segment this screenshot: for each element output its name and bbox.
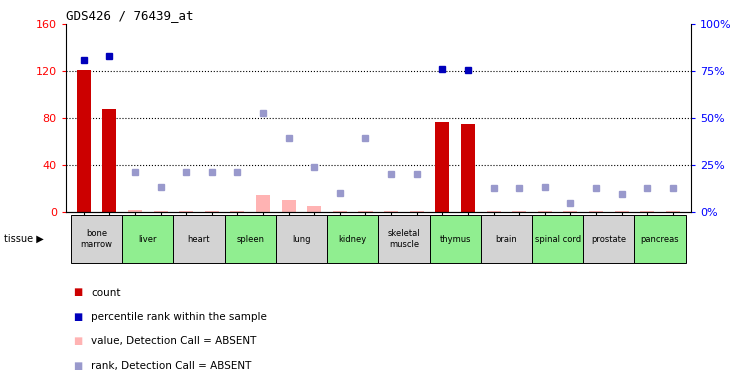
Bar — [461, 124, 475, 212]
Bar — [77, 70, 91, 212]
Bar — [666, 211, 680, 212]
Text: skeletal
muscle: skeletal muscle — [387, 230, 420, 249]
Bar — [173, 215, 224, 263]
Text: spleen: spleen — [236, 235, 264, 244]
Bar — [205, 211, 219, 212]
Text: pancreas: pancreas — [641, 235, 679, 244]
Text: brain: brain — [496, 235, 518, 244]
Bar — [122, 215, 173, 263]
Text: kidney: kidney — [338, 235, 367, 244]
Bar — [224, 215, 276, 263]
Text: thymus: thymus — [439, 235, 471, 244]
Bar — [532, 215, 583, 263]
Bar — [538, 211, 552, 212]
Bar — [154, 211, 167, 212]
Bar — [379, 215, 430, 263]
Bar — [333, 211, 347, 212]
Bar — [615, 211, 629, 212]
Bar — [640, 211, 654, 212]
Bar — [358, 211, 373, 212]
Bar — [327, 215, 379, 263]
Bar — [71, 215, 122, 263]
Text: ■: ■ — [73, 361, 83, 370]
Text: lung: lung — [292, 235, 311, 244]
Text: rank, Detection Call = ABSENT: rank, Detection Call = ABSENT — [91, 361, 251, 370]
Bar — [435, 122, 450, 212]
Bar — [635, 215, 686, 263]
Bar — [102, 109, 116, 212]
Bar — [128, 210, 142, 212]
Bar — [179, 211, 193, 212]
Text: percentile rank within the sample: percentile rank within the sample — [91, 312, 268, 322]
Text: tissue ▶: tissue ▶ — [4, 234, 43, 244]
Text: liver: liver — [138, 235, 157, 244]
Bar — [512, 211, 526, 212]
Text: bone
marrow: bone marrow — [80, 230, 113, 249]
Bar — [481, 215, 532, 263]
Text: heart: heart — [188, 235, 211, 244]
Text: ■: ■ — [73, 288, 83, 297]
Bar — [307, 206, 322, 212]
Text: spinal cord: spinal cord — [534, 235, 580, 244]
Text: value, Detection Call = ABSENT: value, Detection Call = ABSENT — [91, 336, 257, 346]
Bar — [409, 211, 424, 212]
Bar — [589, 211, 603, 212]
Bar — [256, 195, 270, 212]
Text: prostate: prostate — [591, 235, 626, 244]
Text: count: count — [91, 288, 121, 297]
Bar — [430, 215, 481, 263]
Bar — [487, 211, 501, 212]
Bar — [564, 211, 577, 212]
Bar — [230, 211, 244, 212]
Bar — [384, 211, 398, 212]
Text: ■: ■ — [73, 336, 83, 346]
Text: ■: ■ — [73, 312, 83, 322]
Bar — [281, 200, 295, 212]
Text: GDS426 / 76439_at: GDS426 / 76439_at — [66, 9, 193, 22]
Bar — [583, 215, 635, 263]
Bar — [276, 215, 327, 263]
